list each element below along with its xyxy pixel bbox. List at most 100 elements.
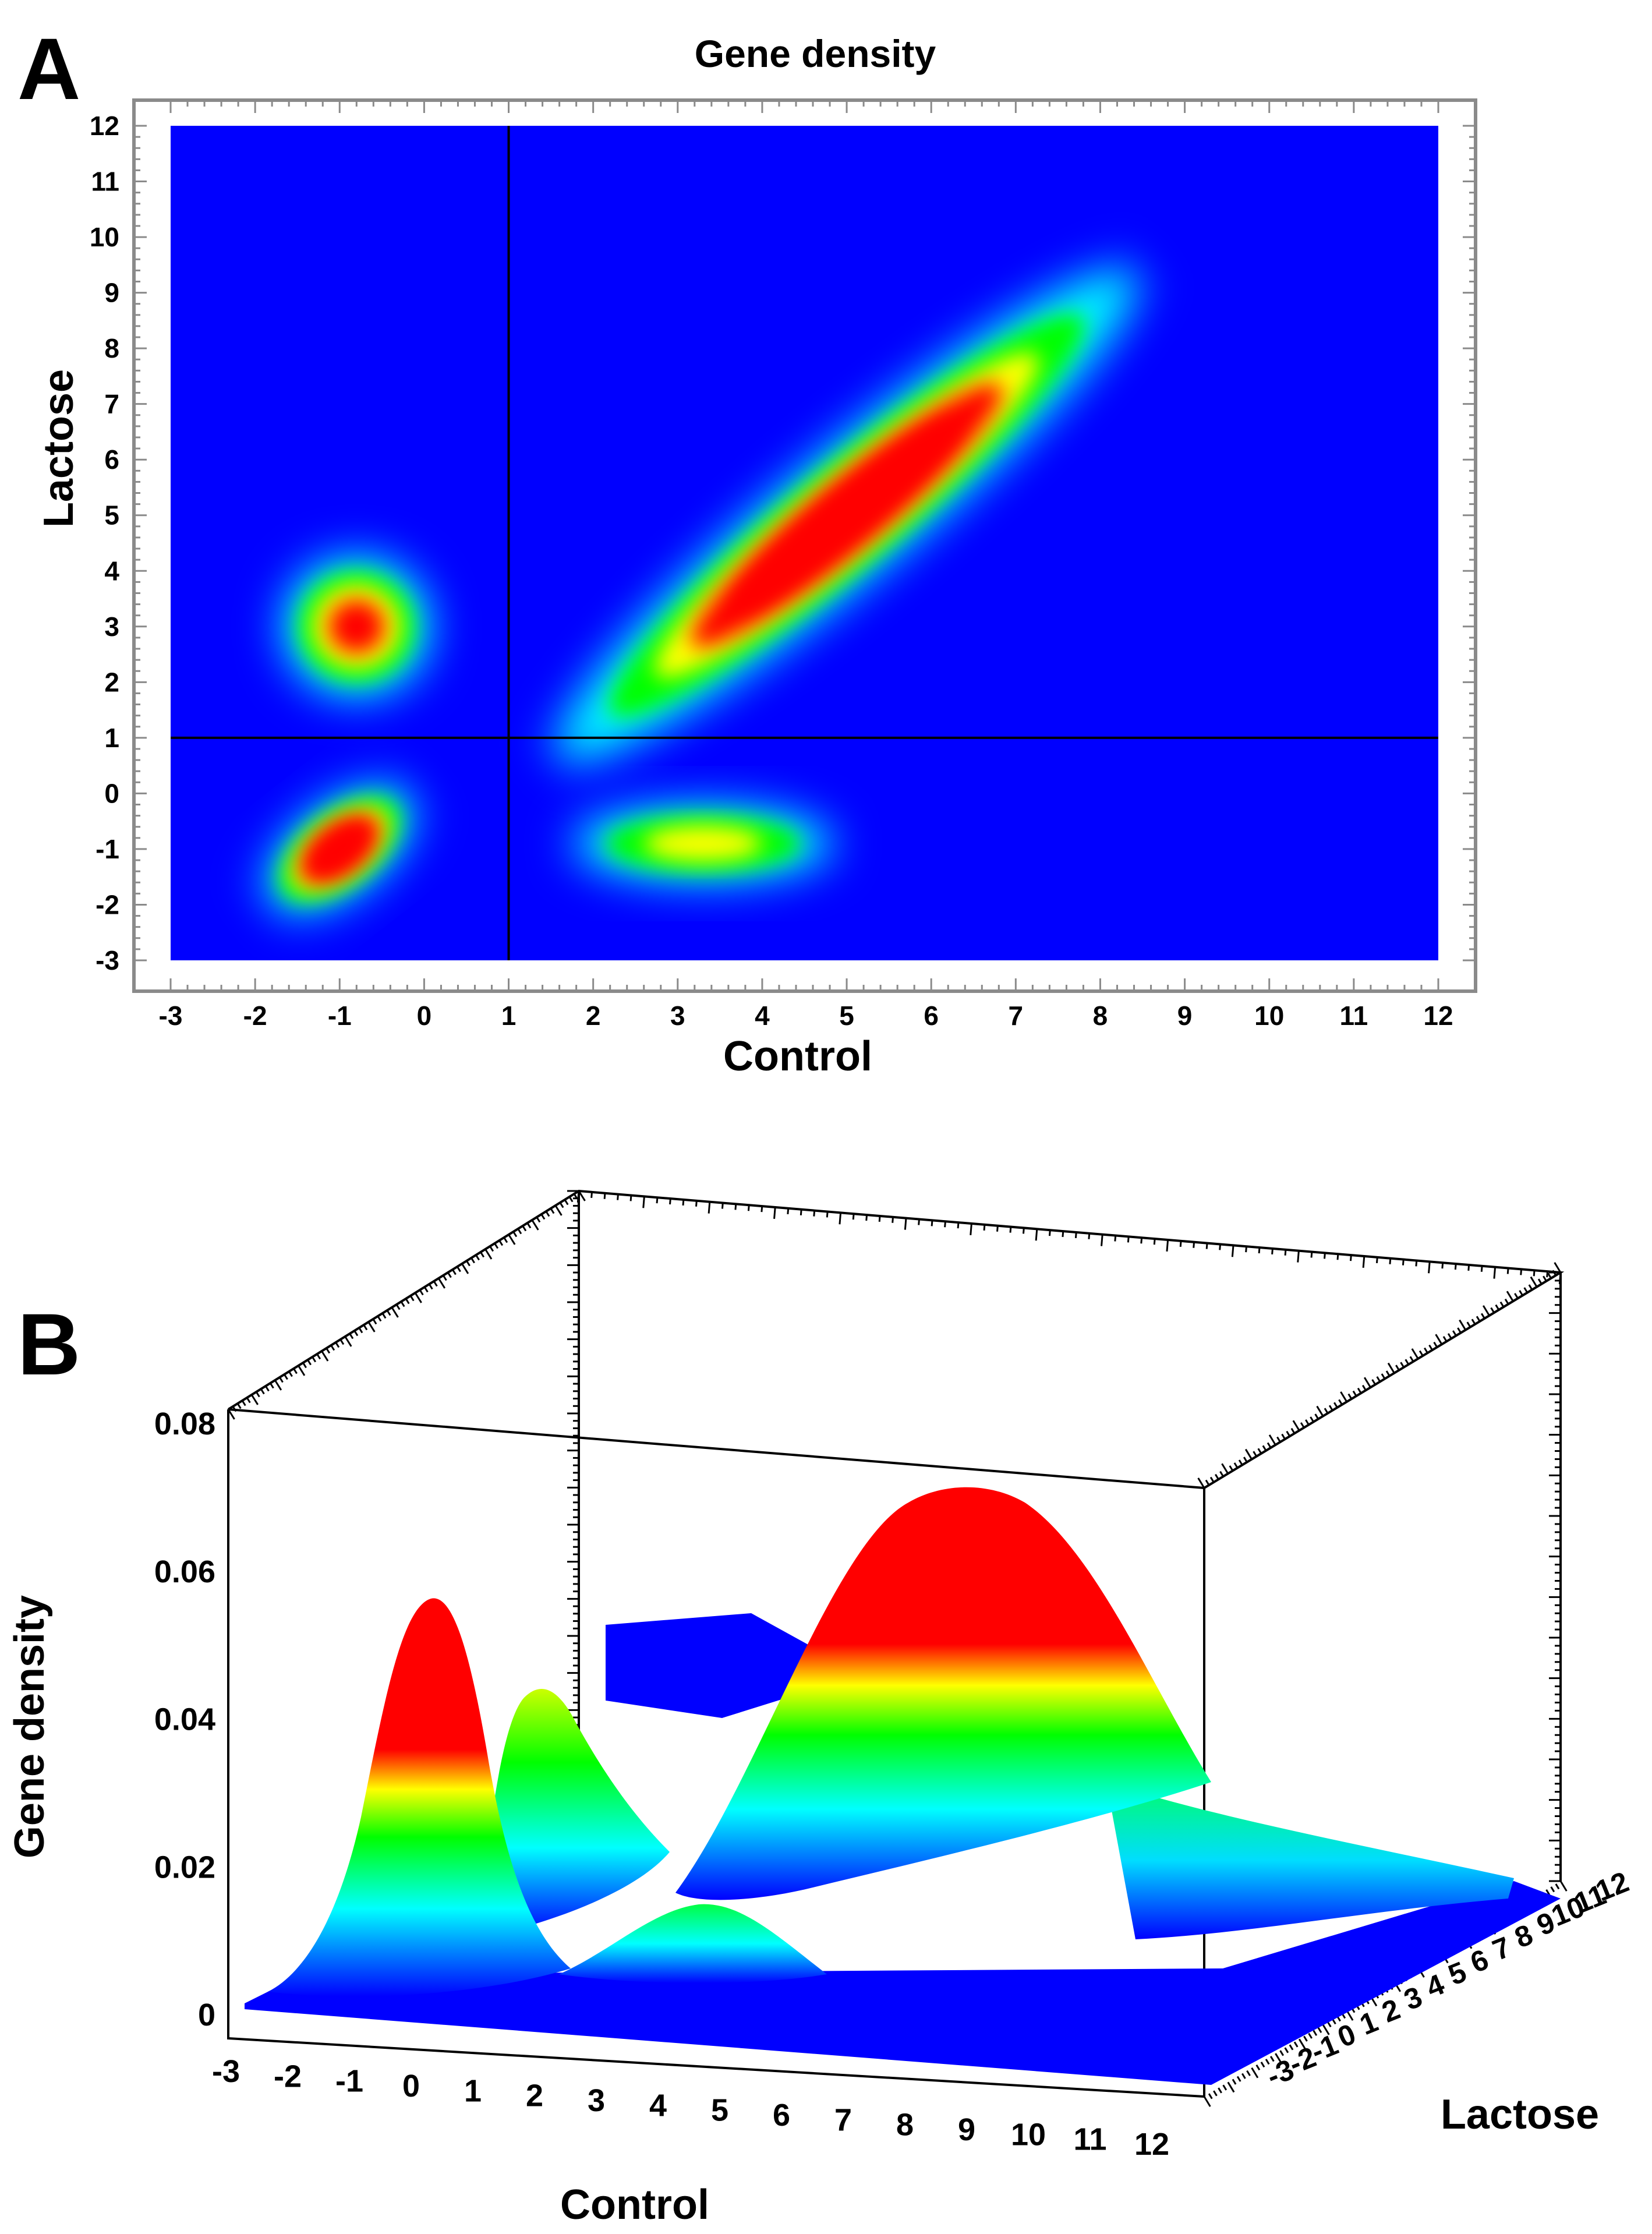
y-tick-label: -2 xyxy=(95,889,119,920)
x-tick-label-3d: -3 xyxy=(212,2054,240,2089)
density-layer xyxy=(310,824,369,874)
box-tick xyxy=(1452,1330,1457,1337)
box-tick xyxy=(326,1348,331,1354)
box-tick xyxy=(400,1301,405,1307)
box-tick xyxy=(512,1231,518,1238)
box-tick xyxy=(1289,2044,1294,2051)
box-tick xyxy=(227,1409,235,1420)
box-tick xyxy=(1267,1442,1272,1448)
box-tick xyxy=(734,1204,737,1210)
box-tick xyxy=(302,1362,307,1369)
box-tick xyxy=(1338,1399,1343,1405)
box-tick xyxy=(1514,1293,1519,1299)
box-tick xyxy=(1243,1457,1248,1463)
box-tick xyxy=(1241,2073,1246,2079)
x-tick-label-3d: -2 xyxy=(274,2059,302,2094)
x-tick-label: 5 xyxy=(839,1001,854,1031)
box-tick xyxy=(1257,1448,1262,1454)
x-tick-label: 3 xyxy=(670,1001,685,1031)
box-tick xyxy=(1520,1269,1523,1275)
box-tick xyxy=(1231,1245,1234,1257)
box-tick xyxy=(1286,1430,1291,1437)
box-tick xyxy=(442,1275,447,1281)
box-tick xyxy=(576,1190,580,1203)
box-tick xyxy=(1333,1402,1338,1408)
box-tick xyxy=(1222,2084,1227,2091)
y-tick-label-3d: 8 xyxy=(1510,1918,1537,1954)
box-tick xyxy=(747,1205,750,1211)
box-tick xyxy=(255,1391,260,1398)
y-tick-label-3d: 4 xyxy=(1421,1968,1449,2004)
box-tick xyxy=(466,1260,471,1267)
x-tick-label-3d: 7 xyxy=(834,2102,852,2137)
box-tick xyxy=(1454,1263,1457,1270)
box-tick xyxy=(1471,1319,1476,1325)
z-tick-label: 0.08 xyxy=(154,1406,215,1441)
box-tick xyxy=(274,1380,282,1391)
box-tick xyxy=(1140,1238,1143,1244)
box-tick xyxy=(484,1249,493,1260)
x-tick-label-3d: 11 xyxy=(1073,2122,1106,2157)
box-tick xyxy=(1114,1235,1117,1242)
box-tick xyxy=(447,1272,452,1278)
box-tick xyxy=(1387,1362,1395,1374)
y-tick-label: -3 xyxy=(95,945,119,975)
box-tick xyxy=(241,1400,246,1406)
y-tick-label: 12 xyxy=(90,111,119,141)
box-tick xyxy=(1284,1249,1287,1256)
box-tick xyxy=(550,1208,555,1214)
density-blob-3 xyxy=(572,804,834,883)
box-tick xyxy=(1547,1272,1552,1279)
box-tick xyxy=(559,1202,564,1208)
x-tick-label: 0 xyxy=(417,1001,432,1031)
box-tick xyxy=(428,1284,433,1290)
box-tick xyxy=(1238,1459,1243,1466)
box-tick xyxy=(1322,2024,1330,2035)
box-tick xyxy=(1528,1284,1533,1291)
y-tick-label: -1 xyxy=(95,834,119,864)
box-tick xyxy=(1276,1436,1281,1443)
box-tick xyxy=(1197,1477,1205,1489)
box-tick xyxy=(284,1374,288,1380)
box-tick xyxy=(522,1225,527,1232)
box-tick xyxy=(669,1198,671,1205)
box-tick xyxy=(1376,1376,1381,1383)
x-tick-labels: -3 -2 -1 0 1 2 3 4 5 6 7 8 9 10 11 12 xyxy=(159,1001,1453,1031)
box-tick xyxy=(298,1365,306,1376)
box-tick xyxy=(904,1218,907,1230)
density-blob-2 xyxy=(282,555,431,698)
box-tick xyxy=(517,1228,522,1235)
box-tick xyxy=(813,1210,816,1217)
box-tick xyxy=(349,1333,354,1339)
box-tick xyxy=(316,1353,321,1360)
box-tick xyxy=(1245,1246,1247,1253)
box-tick xyxy=(773,1207,776,1219)
box-tick xyxy=(1229,1465,1234,1472)
y-tick-label-3d: 6 xyxy=(1466,1943,1493,1979)
box-tick xyxy=(1290,1427,1296,1434)
y-tick-label-3d: 3 xyxy=(1399,1980,1427,2016)
box-tick xyxy=(1385,1370,1391,1377)
y-tick-label: 9 xyxy=(104,278,119,308)
heatmap-ticks xyxy=(134,100,1476,991)
density-layer xyxy=(733,419,960,611)
y-tick-label: 8 xyxy=(104,333,119,363)
box-tick xyxy=(1275,2053,1283,2064)
box-tick xyxy=(471,1257,475,1264)
density-layer xyxy=(643,826,762,861)
box-tick xyxy=(1480,1266,1483,1272)
box-tick xyxy=(1244,1448,1253,1460)
heatmap-density xyxy=(265,267,1140,914)
box-tick xyxy=(457,1266,461,1272)
box-tick xyxy=(246,1397,251,1404)
box-tick xyxy=(489,1246,494,1252)
box-tick xyxy=(1482,1305,1490,1316)
box-tick xyxy=(1490,1307,1495,1313)
box-tick xyxy=(1493,1267,1497,1279)
box-tick xyxy=(1480,1313,1485,1319)
box-tick xyxy=(839,1213,842,1225)
box-tick xyxy=(1218,2087,1222,2094)
y-tick-label-3d: 2 xyxy=(1377,1992,1405,2028)
box-tick xyxy=(1559,1880,1568,1892)
x-tick-label-3d: 6 xyxy=(773,2098,790,2133)
